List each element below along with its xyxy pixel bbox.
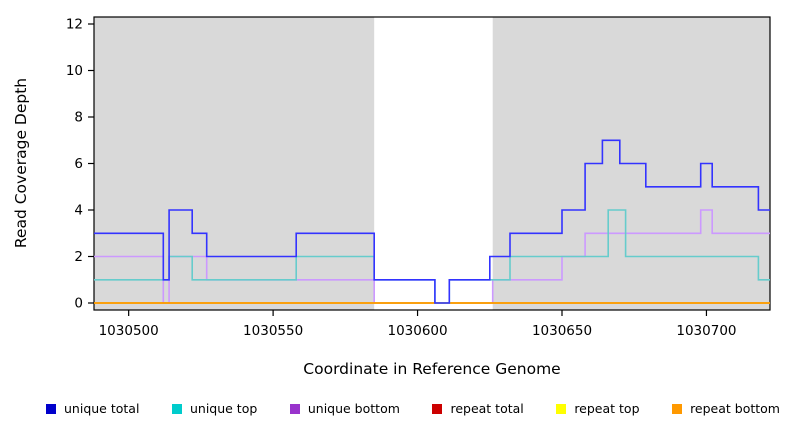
legend-item-repeat-total: repeat total [432, 401, 524, 416]
legend-item-repeat-bottom: repeat bottom [672, 401, 780, 416]
x-tick-label: 1030650 [532, 323, 592, 339]
x-tick-label: 1030550 [243, 323, 303, 339]
x-axis-label: Coordinate in Reference Genome [303, 360, 561, 378]
legend-swatch-icon [556, 403, 567, 414]
legend-swatch-icon [289, 403, 300, 414]
legend-label: repeat bottom [690, 401, 780, 416]
y-tick-label: 8 [74, 110, 83, 126]
legend-label: repeat total [450, 401, 524, 416]
legend-swatch-icon [432, 403, 443, 414]
legend-swatch-icon [171, 403, 182, 414]
series-unique-bottom [94, 209, 770, 304]
legend-swatch-icon [672, 403, 683, 414]
plot-shaded-region [94, 17, 375, 310]
legend-swatch-icon [46, 403, 56, 414]
legend-item-repeat-top: repeat top [556, 401, 640, 416]
y-tick-label: 6 [74, 156, 83, 172]
legend: unique total unique top unique bottom repea… [46, 401, 780, 416]
y-tick-label: 0 [74, 296, 83, 312]
legend-item-unique-bottom: unique bottom [289, 401, 400, 416]
x-tick-label: 1030500 [99, 323, 159, 339]
y-axis-label: Read Coverage Depth [12, 77, 30, 249]
y-tick-label: 10 [66, 63, 83, 79]
x-tick-label: 1030600 [387, 323, 447, 339]
legend-item-unique-total: unique total [46, 401, 139, 416]
legend-label: unique bottom [307, 401, 400, 416]
legend-label: unique total [64, 401, 140, 416]
x-tick-label: 1030700 [676, 323, 736, 339]
legend-label: unique top [189, 401, 258, 416]
y-tick-label: 4 [74, 203, 83, 219]
y-tick-label: 12 [66, 17, 83, 33]
series-unique-total [94, 139, 770, 304]
coverage-plot: 1030500 1030550 1030600 1030650 1030700 0 2 4 6 8… [66, 16, 771, 339]
y-tick-label: 2 [74, 249, 83, 265]
legend-label: repeat top [574, 401, 640, 416]
legend-item-unique-top: unique top [171, 401, 258, 416]
